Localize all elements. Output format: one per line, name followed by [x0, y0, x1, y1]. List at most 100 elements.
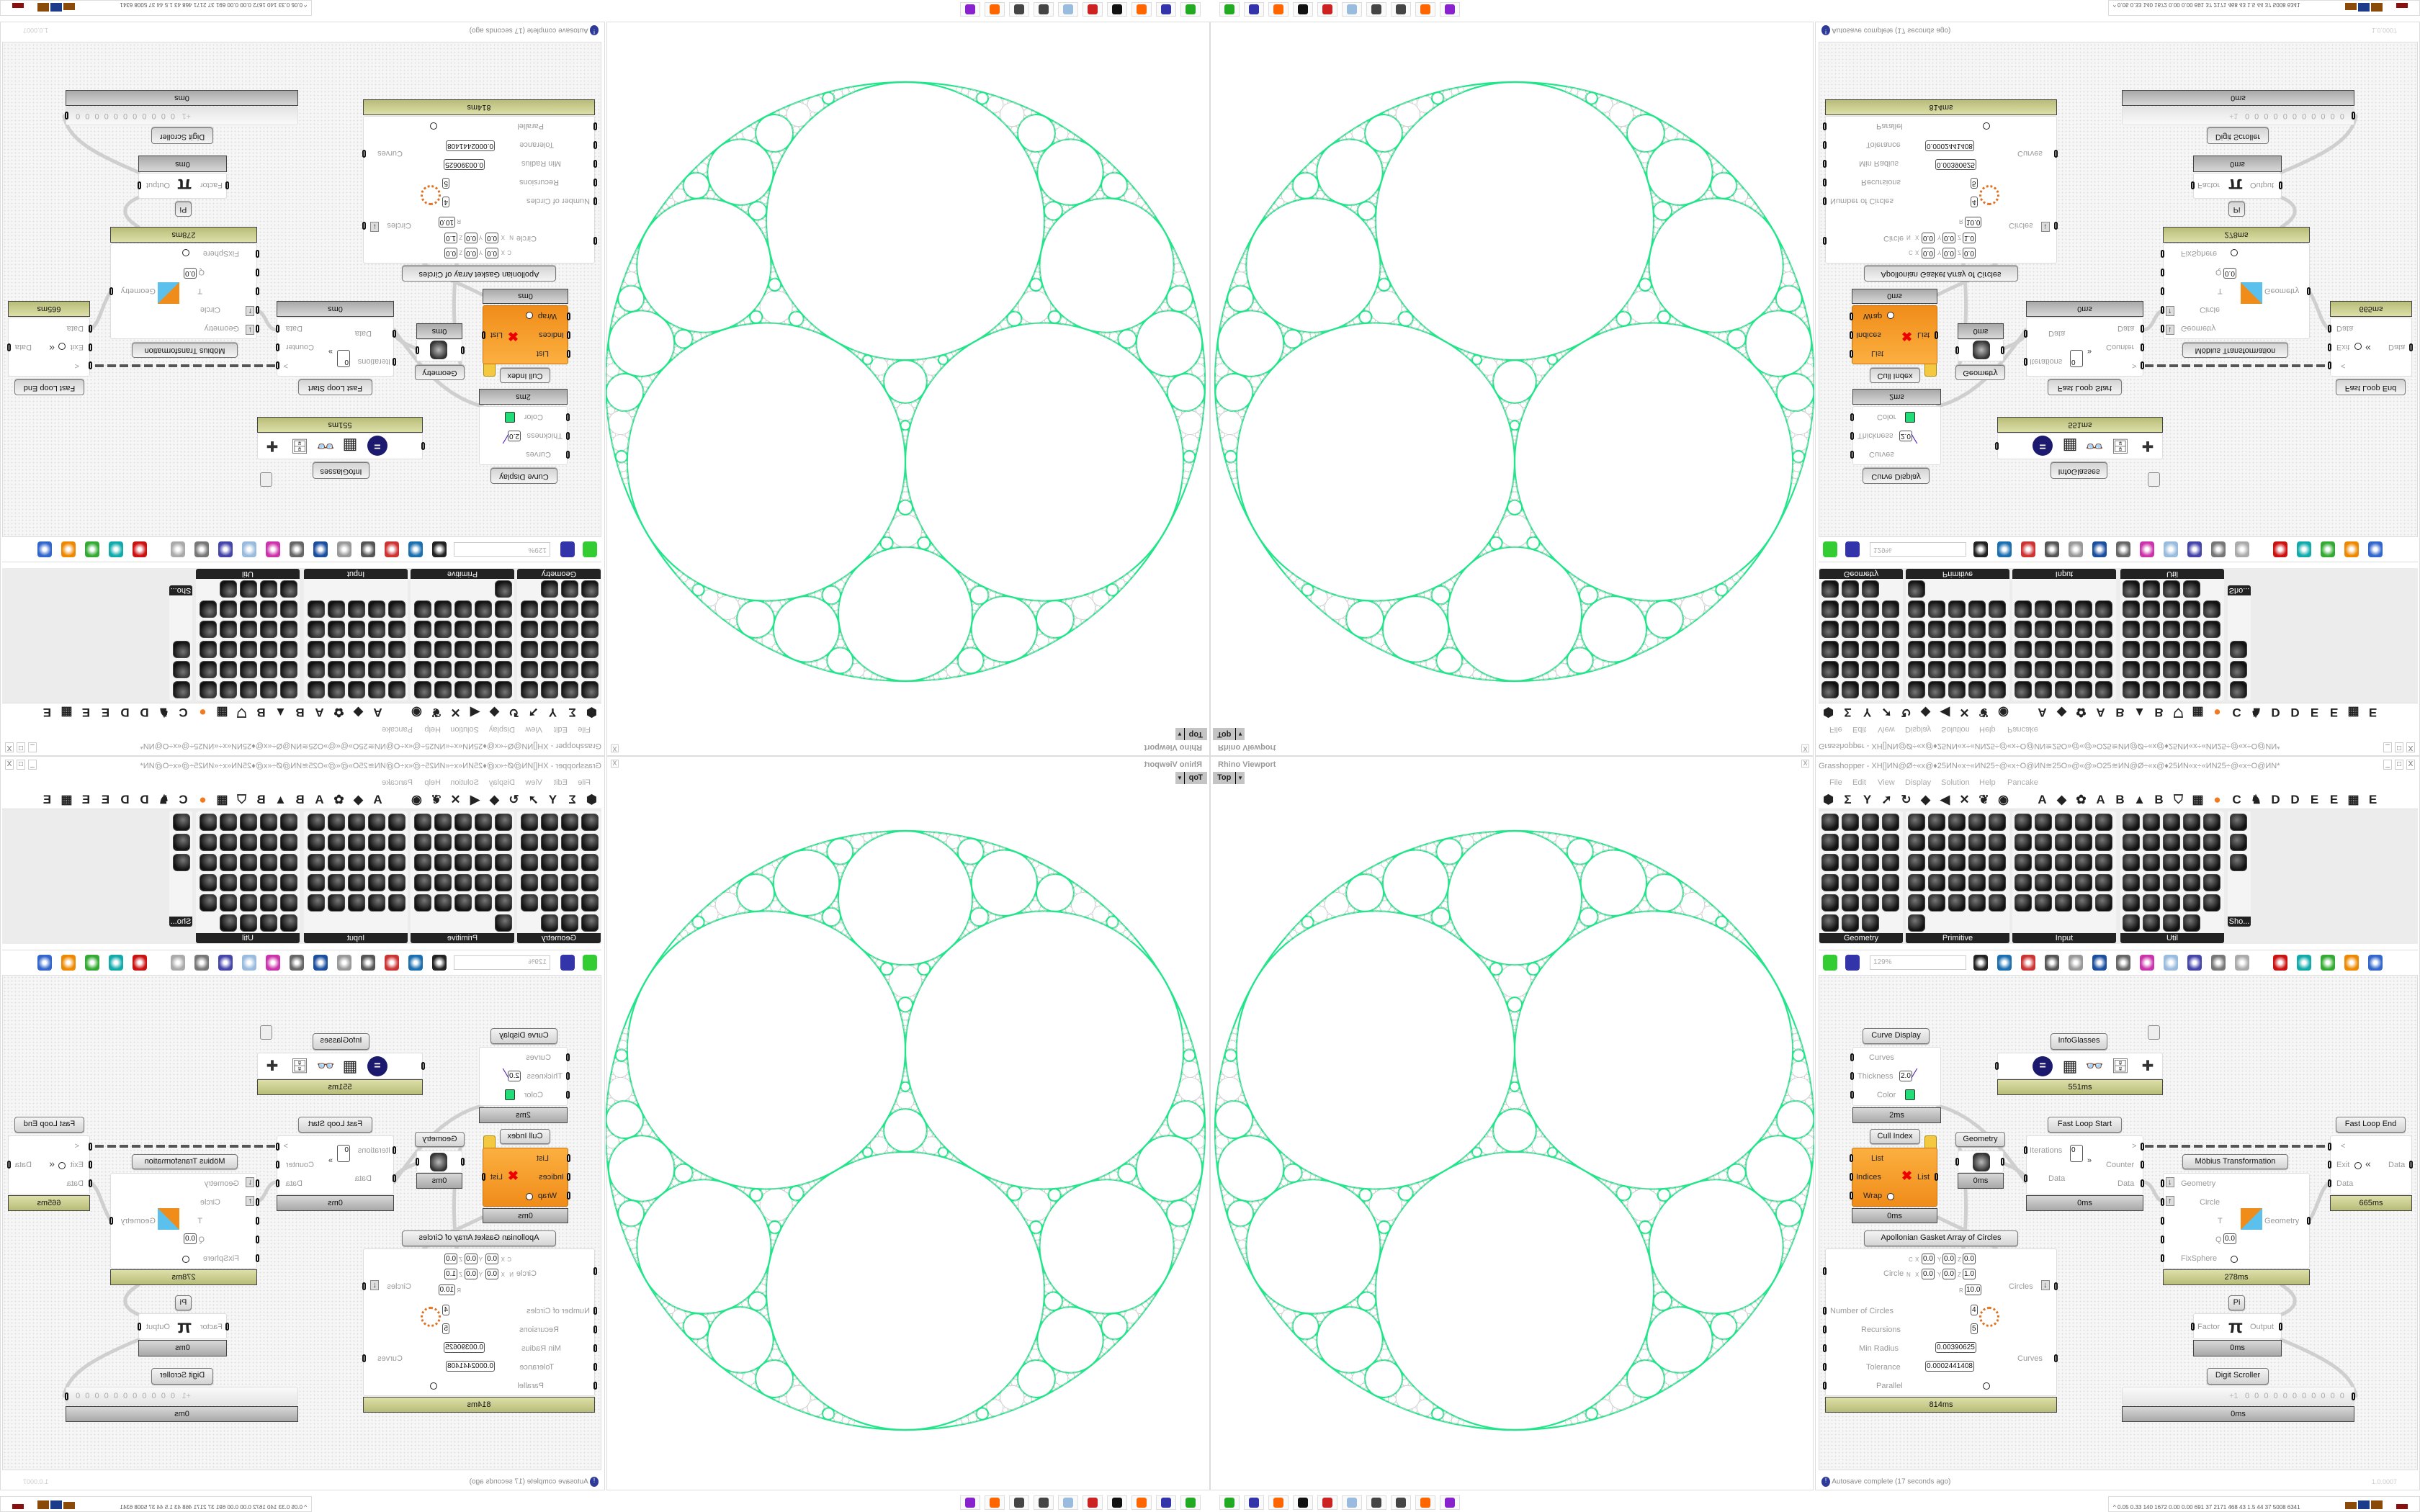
ribbon-component-icon[interactable]	[2055, 641, 2072, 658]
toolbar-icon[interactable]	[290, 541, 304, 557]
ribbon-component-icon[interactable]	[2075, 814, 2092, 831]
ribbon-component-icon[interactable]	[2163, 600, 2180, 618]
ribbon-component-icon[interactable]	[434, 854, 452, 871]
input-port[interactable]	[256, 287, 259, 295]
ribbon-component-icon[interactable]	[1928, 600, 1945, 618]
ribbon-component-icon[interactable]	[581, 580, 599, 598]
maximize-button[interactable]: □	[17, 742, 25, 752]
ribbon-component-icon[interactable]	[200, 621, 217, 638]
fast-loop-start-label[interactable]: Fast Loop Start	[298, 379, 372, 395]
maximize-button[interactable]: □	[17, 760, 25, 770]
tab-icon[interactable]: ➚	[528, 793, 539, 806]
input-port[interactable]	[593, 1363, 597, 1371]
input-port[interactable]	[2161, 269, 2164, 276]
menu-solution[interactable]: Solution	[450, 725, 479, 734]
input-port[interactable]	[1850, 451, 1854, 459]
output-port[interactable]	[2409, 1161, 2413, 1169]
ribbon-component-icon[interactable]	[1968, 814, 1986, 831]
tab-icon[interactable]: B	[2154, 793, 2164, 806]
tab-icon[interactable]: D	[140, 706, 149, 719]
input-port[interactable]	[256, 325, 259, 333]
color-swatch[interactable]	[1905, 1089, 1915, 1100]
ribbon-component-icon[interactable]	[388, 600, 405, 618]
tab-icon[interactable]: ⬢	[1823, 706, 1834, 719]
ribbon-component-icon[interactable]	[2055, 854, 2072, 871]
toolbar-icon[interactable]	[2164, 541, 2178, 557]
ribbon-component-icon[interactable]	[368, 854, 385, 871]
panel-label[interactable]: Primitive	[411, 569, 514, 579]
input-port[interactable]	[256, 306, 259, 314]
ribbon-component-icon[interactable]	[388, 621, 405, 638]
ribbon-component-icon[interactable]	[495, 814, 512, 831]
ribbon-component-icon[interactable]	[1989, 621, 2006, 638]
ribbon-component-icon[interactable]	[200, 641, 217, 658]
tab-icon[interactable]: B	[2115, 793, 2125, 806]
menu-pancake[interactable]: Pancake	[382, 778, 413, 787]
menu-solution[interactable]: Solution	[1941, 725, 1970, 734]
flatten-arrow-down-icon[interactable]: ↓	[2166, 1177, 2174, 1187]
ribbon-component-icon[interactable]	[2143, 834, 2160, 851]
input-port[interactable]	[593, 1307, 597, 1315]
ribbon-component-icon[interactable]	[2143, 814, 2160, 831]
ribbon-component-icon[interactable]	[2143, 854, 2160, 871]
tab-icon[interactable]: ◀	[1940, 706, 1950, 719]
ribbon-component-icon[interactable]	[475, 834, 492, 851]
ribbon-component-icon[interactable]	[2055, 834, 2072, 851]
input-port[interactable]	[1850, 350, 1853, 358]
parallel-toggle[interactable]	[430, 1382, 437, 1390]
ribbon-component-icon[interactable]	[521, 661, 538, 678]
toolbar-icon[interactable]	[2344, 541, 2359, 557]
ribbon-component-icon[interactable]	[1862, 874, 1879, 891]
firefox-icon[interactable]	[985, 1495, 1005, 1510]
flatten-arrow-down-icon[interactable]: ↓	[2041, 1280, 2050, 1290]
ribbon-component-icon[interactable]	[1821, 661, 1839, 678]
tab-icon[interactable]: ✕	[450, 706, 461, 719]
ribbon-component-icon[interactable]	[521, 874, 538, 891]
ribbon-component-icon[interactable]	[434, 814, 452, 831]
ribbon-component-icon[interactable]	[1968, 661, 1986, 678]
ribbon-component-icon[interactable]	[414, 894, 431, 912]
exit-toggle[interactable]	[58, 1162, 66, 1169]
input-port[interactable]	[1995, 442, 1999, 450]
firefox-icon[interactable]	[1131, 2, 1152, 17]
ribbon-component-icon[interactable]	[220, 814, 237, 831]
menu-edit[interactable]: Edit	[1852, 778, 1866, 787]
input-port[interactable]	[256, 1217, 259, 1225]
ribbon-component-icon[interactable]	[2075, 641, 2092, 658]
output-port[interactable]	[416, 346, 419, 354]
toolbar-icon[interactable]	[2092, 955, 2107, 971]
flatten-arrow-down-icon[interactable]: ↓	[370, 222, 379, 232]
maze-app-icon[interactable]	[1034, 1495, 1054, 1510]
ribbon-component-icon[interactable]	[348, 681, 365, 698]
curve-display-label[interactable]: Curve Display	[1863, 468, 1930, 484]
fast-loop-start-label[interactable]: Fast Loop Start	[2048, 1117, 2122, 1133]
ribbon-component-icon[interactable]	[1908, 834, 1925, 851]
radius-field[interactable]: 10.0	[1965, 1284, 1982, 1295]
maze-app-icon[interactable]	[1366, 1495, 1386, 1510]
input-port[interactable]	[566, 1053, 570, 1061]
input-port[interactable]	[2024, 358, 2027, 366]
menu-display[interactable]: Display	[488, 778, 515, 787]
tab-icon[interactable]: ◉	[1998, 793, 2009, 806]
tab-icon[interactable]: E	[101, 706, 110, 719]
input-port[interactable]	[2024, 1146, 2027, 1154]
ribbon-component-icon[interactable]	[260, 661, 277, 678]
minimize-button[interactable]: _	[2383, 742, 2392, 752]
output-port[interactable]	[276, 361, 279, 369]
tab-icon[interactable]: ◉	[411, 706, 422, 719]
ribbon-component-icon[interactable]	[561, 914, 578, 932]
ribbon-component-icon[interactable]	[220, 854, 237, 871]
ribbon-component-icon[interactable]	[308, 641, 325, 658]
ribbon-component-icon[interactable]	[240, 834, 257, 851]
graft-arrow-up-icon[interactable]: ↑	[246, 306, 254, 316]
toolbar-icon[interactable]	[2321, 541, 2335, 557]
output-port[interactable]	[2054, 1354, 2058, 1362]
ribbon-component-icon[interactable]	[2075, 894, 2092, 912]
ribbon-component-icon[interactable]	[521, 600, 538, 618]
tab-icon[interactable]: ▦	[60, 706, 73, 719]
tab-icon[interactable]: ♞	[158, 793, 170, 806]
tab-icon[interactable]: E	[2310, 793, 2319, 806]
purple-app-icon[interactable]	[1440, 2, 1460, 17]
tab-icon[interactable]: B	[295, 706, 305, 719]
ribbon-component-icon[interactable]	[1842, 600, 1859, 618]
